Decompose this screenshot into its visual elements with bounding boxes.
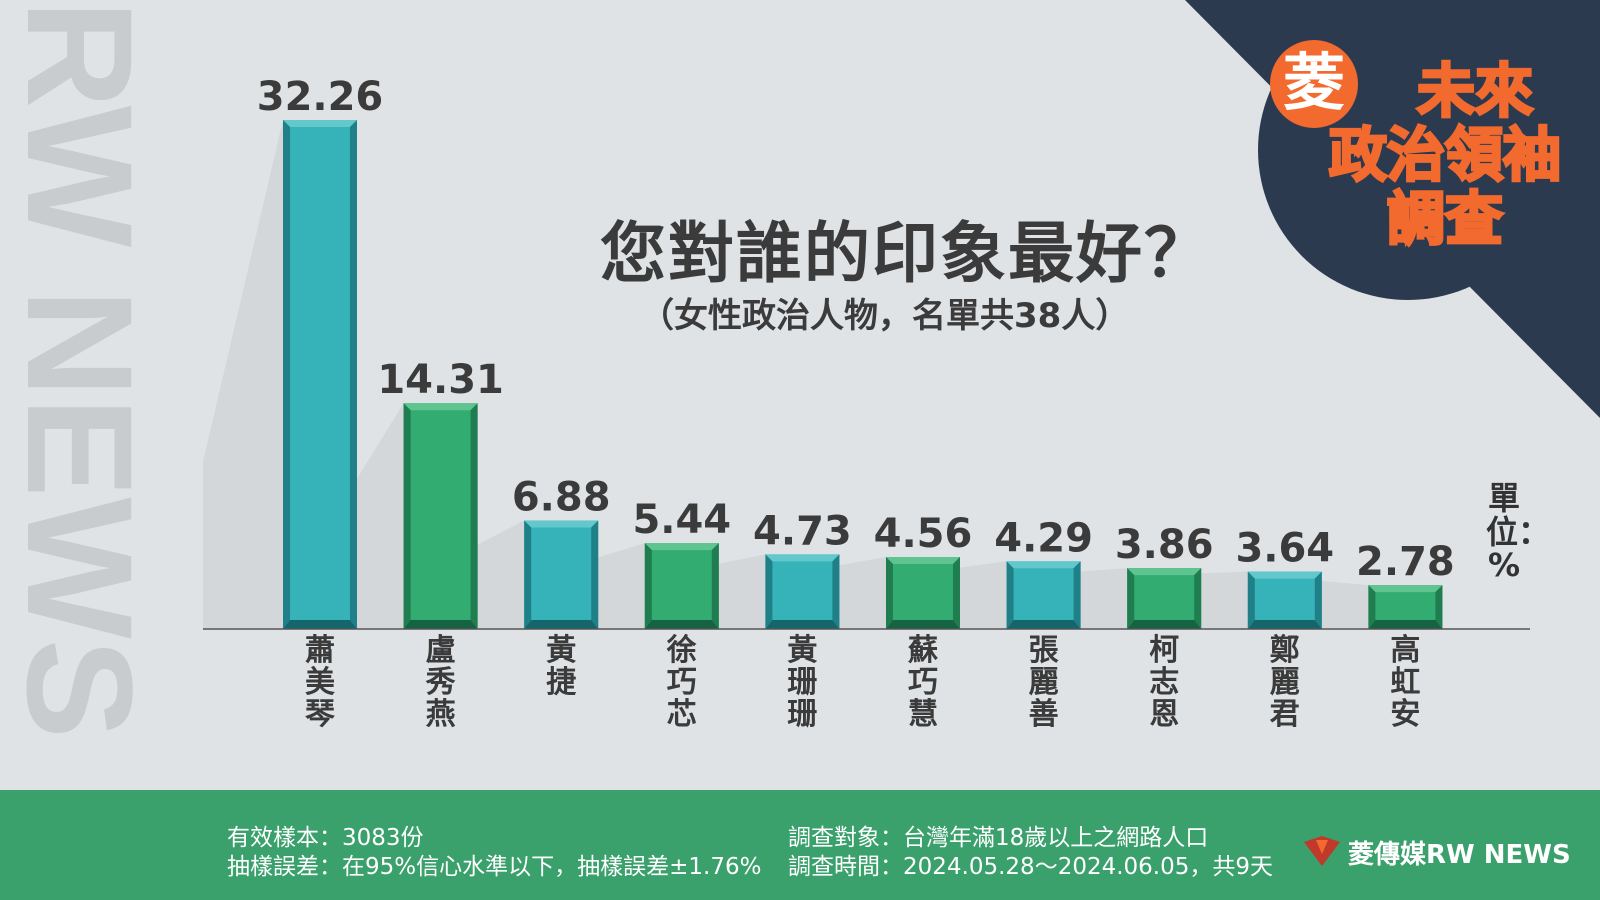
category-label-8: 鄭麗君 xyxy=(1270,633,1300,732)
watermark-text: RW NEWS xyxy=(0,0,140,739)
watermark-logo: RW NEWS xyxy=(0,0,140,739)
category-label-9: 高虹安 xyxy=(1390,633,1420,732)
bar-8 xyxy=(1247,571,1322,629)
bar-7 xyxy=(1127,568,1202,629)
bar-5 xyxy=(886,557,960,629)
category-label-7: 柯志恩 xyxy=(1149,633,1179,732)
bar-4 xyxy=(765,554,840,629)
badge-circle: 菱 xyxy=(1270,40,1358,128)
footer-sample: 有效樣本：3083份 xyxy=(227,825,424,851)
value-label-9: 2.78 xyxy=(1356,539,1455,585)
bar-9 xyxy=(1368,585,1443,629)
value-label-1: 14.31 xyxy=(377,357,504,403)
bar-2 xyxy=(524,520,599,629)
value-label-4: 4.73 xyxy=(753,508,852,554)
footer-period: 調查時間：2024.05.28～2024.06.05，共9天 xyxy=(788,854,1274,880)
badge-title: 未來 政治領袖 調查 xyxy=(1310,57,1580,253)
bar-chart: 32.26 蕭美琴 14.31 盧秀燕 6.88 黃捷 5.44 徐巧芯 4.73 黃珊珊 4.56… xyxy=(203,74,1530,732)
footer-error: 抽樣誤差：在95%信心水準以下，抽樣誤差±1.76% xyxy=(227,854,762,880)
value-label-2: 6.88 xyxy=(512,474,611,520)
bar-shadow-0 xyxy=(203,120,283,629)
category-label-0: 蕭美琴 xyxy=(305,633,335,732)
category-label-5: 蘇巧慧 xyxy=(908,633,938,732)
category-label-6: 張麗善 xyxy=(1029,633,1059,732)
logo-icon xyxy=(1304,836,1340,866)
category-label-1: 盧秀燕 xyxy=(425,633,456,732)
chart-subtitle: （女性政治人物，名單共38人） xyxy=(640,296,1130,336)
value-label-5: 4.56 xyxy=(874,511,973,557)
value-label-3: 5.44 xyxy=(632,497,731,543)
chart-title: 您對誰的印象最好？ xyxy=(600,215,1212,292)
footer-bar: 有效樣本：3083份 抽樣誤差：在95%信心水準以下，抽樣誤差±1.76% 調查… xyxy=(0,790,1600,900)
value-label-8: 3.64 xyxy=(1235,526,1334,572)
category-label-3: 徐巧芯 xyxy=(666,633,697,732)
badge-line-1: 未來 xyxy=(1415,57,1534,125)
value-label-7: 3.86 xyxy=(1115,522,1214,568)
bar-3 xyxy=(644,543,719,629)
value-label-0: 32.26 xyxy=(257,74,384,120)
badge-line-2: 政治領袖 xyxy=(1327,120,1562,189)
bar-0 xyxy=(283,120,357,629)
footer-target: 調查對象：台灣年滿18歲以上之網路人口 xyxy=(788,825,1209,851)
bar-6 xyxy=(1006,561,1081,629)
badge-line-3: 調查 xyxy=(1385,184,1504,253)
category-label-4: 黃珊珊 xyxy=(787,633,817,732)
unit-label: 單位：% xyxy=(1486,479,1551,585)
footer-logo-text: 菱傳媒RW NEWS xyxy=(1348,840,1571,870)
value-label-6: 4.29 xyxy=(994,515,1093,561)
bar-1 xyxy=(403,403,478,629)
category-label-2: 黃捷 xyxy=(546,633,576,700)
